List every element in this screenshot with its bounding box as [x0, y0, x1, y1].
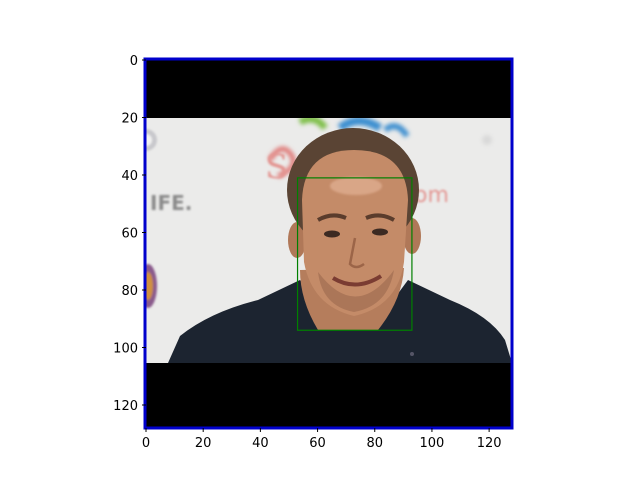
background-logo-left [146, 129, 157, 308]
x-axis: 0 20 40 60 80 100 120 [142, 428, 502, 451]
y-tick-label: 60 [121, 227, 138, 242]
y-tick-label: 100 [113, 342, 138, 357]
face [302, 150, 408, 316]
y-tick-label: 80 [121, 284, 138, 299]
x-tick-label: 100 [420, 436, 445, 451]
y-axis: 0 20 40 60 80 100 120 [113, 54, 146, 414]
background-text-left: IFE. [150, 191, 192, 215]
shirt-button [410, 352, 414, 356]
background-text-script: S [265, 147, 288, 187]
x-tick-label: 40 [252, 436, 269, 451]
stubble [318, 270, 394, 312]
forehead-highlight [330, 177, 382, 195]
y-tick-label: 40 [121, 169, 138, 184]
left-eyebrow [317, 213, 347, 222]
x-tick-label: 60 [309, 436, 326, 451]
mouth [331, 274, 383, 287]
background-text-om: om [414, 183, 449, 208]
right-eyebrow [365, 213, 395, 222]
y-tick-label: 0 [130, 54, 138, 69]
x-tick-label: 20 [195, 436, 212, 451]
person [168, 128, 512, 363]
x-tick-label: 0 [142, 436, 150, 451]
letterbox-top [146, 60, 512, 118]
background-logo-colored [267, 115, 492, 179]
left-eye [324, 230, 340, 238]
nose [348, 237, 365, 269]
photo-image: IFE. S om [146, 60, 512, 428]
y-tick-label: 20 [121, 112, 138, 127]
x-tick-label: 120 [477, 436, 502, 451]
x-tick-label: 80 [366, 436, 383, 451]
right-eye [372, 228, 388, 236]
image-frame [143, 57, 514, 430]
y-tick-label: 120 [113, 399, 138, 414]
face-bounding-box [296, 177, 413, 331]
letterbox-bottom [146, 363, 512, 428]
